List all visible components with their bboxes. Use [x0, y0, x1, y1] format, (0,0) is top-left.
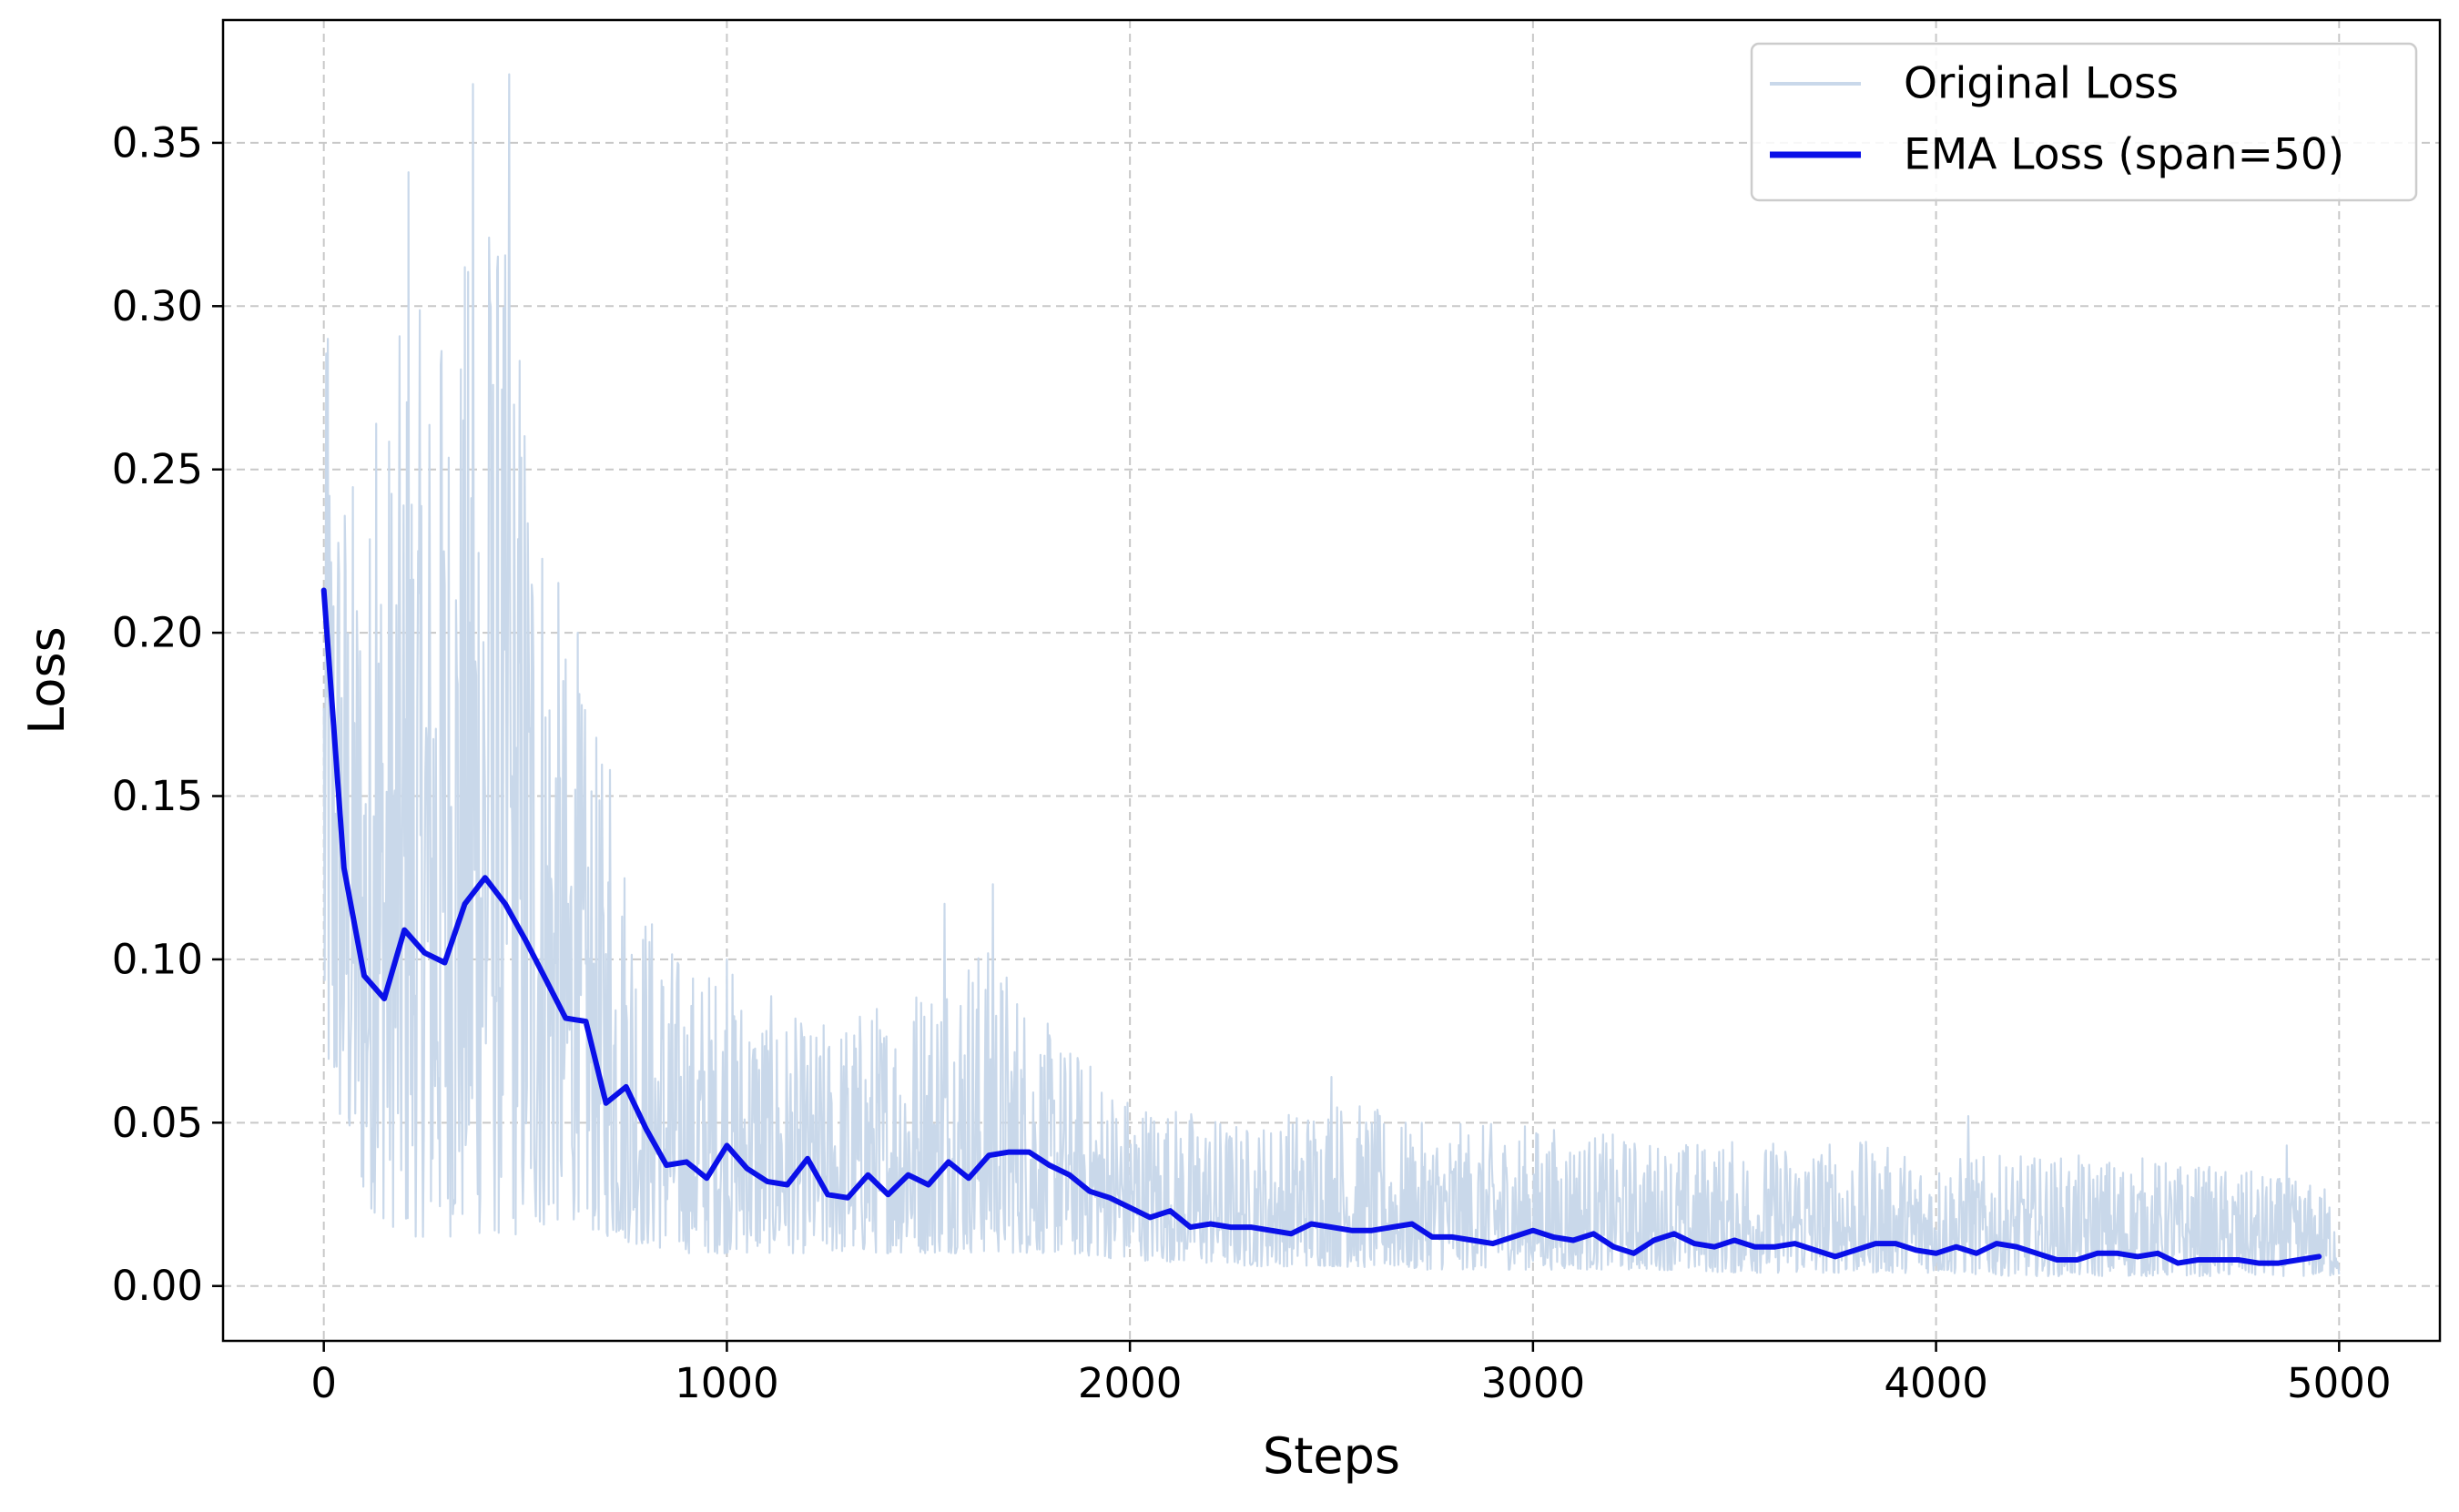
series-ema-loss-line: [320, 587, 2322, 1266]
legend: Original Loss EMA Loss (span=50): [1750, 42, 2418, 202]
y-tick-label: 0.25: [112, 445, 203, 493]
axis-ticks: 0 1000 2000 3000 4000 5000 0.00 0.05 0.10 0.15 0.2…: [112, 118, 2392, 1407]
y-tick-label: 0.35: [112, 118, 203, 167]
x-tick-label: 5000: [2287, 1359, 2392, 1407]
x-axis-label: Steps: [1263, 1427, 1400, 1485]
x-tick-label: 3000: [1481, 1359, 1586, 1407]
plot-area: [320, 73, 2341, 1277]
x-tick-label: 1000: [675, 1359, 779, 1407]
y-tick-label: 0.30: [112, 282, 203, 330]
x-tick-label: 2000: [1078, 1359, 1183, 1407]
x-tick-label: 0: [310, 1359, 337, 1407]
y-tick-label: 0.10: [112, 935, 203, 983]
y-axis-label: Loss: [18, 626, 76, 734]
y-tick-label: 0.05: [112, 1099, 203, 1147]
y-tick-label: 0.15: [112, 772, 203, 820]
y-tick-label: 0.20: [112, 609, 203, 657]
axes-frame: [221, 18, 2442, 1343]
legend-label-ema-loss: EMA Loss (span=50): [1904, 130, 2344, 180]
legend-label-original-loss: Original Loss: [1904, 59, 2179, 109]
legend-box: [1750, 42, 2418, 202]
y-tick-label: 0.00: [112, 1262, 203, 1310]
grid-lines: [223, 20, 2440, 1341]
x-tick-label: 4000: [1884, 1359, 1988, 1407]
